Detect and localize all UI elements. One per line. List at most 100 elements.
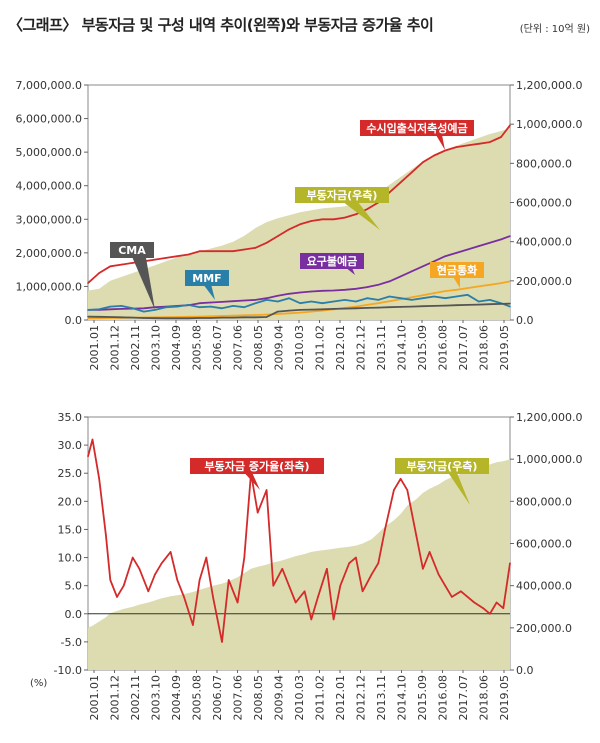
data-point bbox=[87, 317, 89, 320]
data-point bbox=[221, 307, 223, 310]
data-point bbox=[105, 534, 107, 536]
data-point bbox=[422, 265, 424, 268]
right-tick-label: 600,000.0 bbox=[516, 197, 572, 210]
data-point bbox=[265, 313, 268, 316]
data-point bbox=[477, 303, 480, 306]
data-point bbox=[98, 308, 100, 311]
left-tick-label: 7,000,000.0 bbox=[16, 79, 82, 92]
data-point bbox=[256, 511, 259, 514]
right-tick-label: 800,000.0 bbox=[516, 495, 572, 508]
annotation-부동자금-증가율-좌측: 부동자금 증가율(좌측) bbox=[190, 458, 324, 490]
data-point bbox=[299, 311, 301, 314]
x-tick-label: 2013.11 bbox=[375, 675, 388, 721]
x-tick-label: 2019.05 bbox=[498, 675, 511, 721]
data-point bbox=[288, 309, 290, 312]
data-point bbox=[109, 265, 112, 268]
data-point bbox=[500, 303, 502, 305]
data-point bbox=[344, 289, 346, 291]
data-point bbox=[332, 618, 335, 621]
annotation-부동자금-우측: 부동자금(우측) bbox=[295, 187, 389, 230]
right-tick-label: 0.0 bbox=[516, 314, 534, 327]
unit-label: (단위 : 10억 원) bbox=[519, 24, 590, 35]
annotation-box bbox=[295, 187, 389, 203]
data-point bbox=[433, 305, 435, 307]
data-point bbox=[466, 287, 469, 289]
data-point bbox=[120, 308, 123, 310]
x-tick-label: 2017.07 bbox=[457, 675, 470, 721]
data-point bbox=[98, 478, 100, 480]
data-point bbox=[355, 307, 357, 310]
left-tick-label: -5.0 bbox=[61, 636, 82, 649]
data-point bbox=[317, 596, 319, 598]
x-tick-label: 2001.12 bbox=[109, 325, 122, 371]
left-tick-label: 3,000,000.0 bbox=[16, 213, 82, 226]
data-point bbox=[232, 300, 234, 302]
page-title: 〈그래프〉 부동자금 및 구성 내역 추이(왼쪽)와 부동자금 증가율 추이 bbox=[8, 16, 434, 34]
data-point bbox=[169, 551, 172, 553]
x-tick-label: 2008.05 bbox=[252, 675, 265, 721]
data-point bbox=[131, 316, 134, 319]
data-point bbox=[455, 252, 458, 254]
right-tick-label: 200,000.0 bbox=[516, 622, 572, 635]
data-point bbox=[221, 301, 223, 303]
data-point bbox=[310, 308, 313, 311]
data-point bbox=[265, 299, 268, 301]
data-point bbox=[187, 253, 190, 256]
data-point bbox=[477, 300, 480, 303]
x-tick-label: 2014.10 bbox=[396, 675, 409, 721]
data-point bbox=[183, 596, 185, 598]
data-point bbox=[277, 310, 279, 313]
data-point bbox=[422, 161, 424, 163]
data-point bbox=[500, 136, 502, 138]
data-point bbox=[509, 302, 511, 305]
left-axis-unit: (%) bbox=[30, 678, 47, 689]
data-point bbox=[477, 143, 480, 145]
data-point bbox=[411, 171, 413, 174]
data-point bbox=[143, 317, 145, 319]
data-point bbox=[165, 306, 167, 308]
data-point bbox=[299, 291, 301, 294]
data-point bbox=[165, 317, 167, 320]
data-point bbox=[451, 596, 453, 598]
data-point bbox=[221, 250, 223, 252]
data-point bbox=[131, 556, 134, 559]
right-tick-label: 800,000.0 bbox=[516, 157, 572, 170]
left-tick-label: 15.0 bbox=[58, 523, 83, 536]
data-point bbox=[143, 310, 145, 313]
data-point bbox=[366, 297, 368, 299]
left-tick-label: -10.0 bbox=[54, 664, 82, 677]
annotation-mmf: MMF bbox=[185, 270, 229, 300]
data-point bbox=[122, 584, 125, 587]
data-point bbox=[277, 313, 279, 315]
data-point bbox=[281, 568, 284, 570]
data-point bbox=[109, 308, 112, 311]
annotation-요구불예금: 요구불예금 bbox=[300, 253, 364, 275]
data-point bbox=[288, 228, 290, 231]
data-point bbox=[388, 295, 391, 298]
data-point bbox=[232, 314, 234, 317]
data-point bbox=[466, 144, 469, 147]
data-point bbox=[326, 568, 328, 570]
data-point bbox=[444, 297, 447, 299]
data-point bbox=[254, 247, 257, 249]
data-point bbox=[482, 607, 485, 609]
x-tick-label: 2012.12 bbox=[355, 325, 368, 371]
right-tick-label: 0.0 bbox=[516, 664, 534, 677]
data-point bbox=[466, 248, 469, 251]
data-point bbox=[509, 305, 511, 308]
data-point bbox=[339, 584, 342, 587]
data-point bbox=[221, 641, 223, 643]
x-tick-label: 2006.07 bbox=[211, 675, 224, 721]
left-tick-label: 35.0 bbox=[58, 411, 83, 424]
left-tick-label: 0.0 bbox=[65, 314, 83, 327]
data-point bbox=[87, 315, 89, 318]
data-point bbox=[444, 290, 447, 292]
x-tick-label: 2012.12 bbox=[355, 675, 368, 721]
data-point bbox=[332, 218, 335, 221]
x-tick-label: 2009.04 bbox=[273, 325, 286, 371]
data-point bbox=[277, 295, 279, 297]
data-point bbox=[210, 301, 212, 304]
data-point bbox=[109, 579, 112, 581]
data-point bbox=[399, 306, 402, 308]
data-point bbox=[265, 297, 268, 299]
